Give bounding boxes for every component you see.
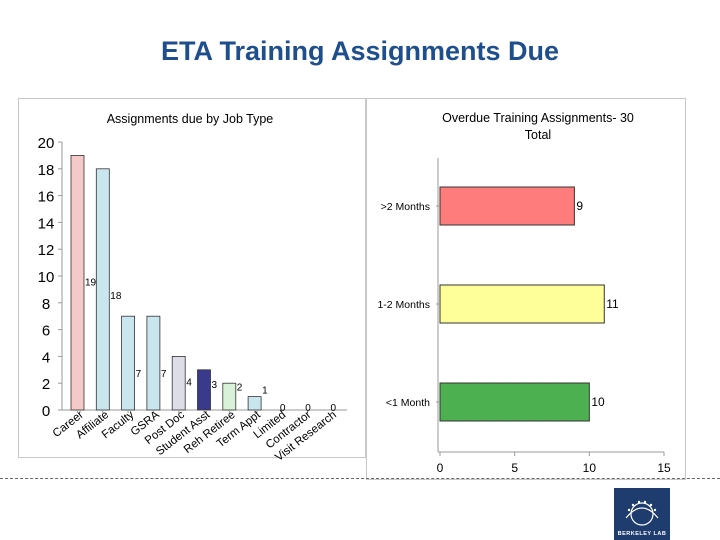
y-tick-label: 14 bbox=[38, 215, 55, 232]
y-tick-label: 12 bbox=[38, 242, 55, 259]
data-label: 9 bbox=[576, 199, 583, 213]
data-label: 7 bbox=[161, 369, 167, 380]
slide-title: ETA Training Assignments Due bbox=[160, 36, 560, 66]
data-label: 0 bbox=[331, 403, 337, 414]
y-tick-label: 6 bbox=[42, 323, 50, 340]
data-label: 3 bbox=[212, 380, 218, 391]
data-label: 10 bbox=[591, 395, 605, 409]
data-label: 2 bbox=[237, 383, 243, 394]
x-tick-label: 10 bbox=[583, 461, 597, 475]
y-tick-label: 2 bbox=[42, 376, 50, 393]
bar--2-months bbox=[439, 186, 575, 226]
category-label: 1-2 Months bbox=[377, 299, 430, 311]
data-label: 0 bbox=[305, 403, 311, 414]
berkeley-lab-logo-icon bbox=[625, 500, 659, 526]
y-tick-label: 16 bbox=[38, 189, 55, 206]
data-label: 19 bbox=[85, 277, 97, 288]
job-type-chart-title: Assignments due by Job Type bbox=[107, 112, 274, 126]
bar-1-2-months bbox=[439, 284, 605, 324]
x-tick-label: 0 bbox=[437, 461, 444, 475]
category-label: >2 Months bbox=[381, 201, 430, 213]
data-label: 1 bbox=[262, 385, 268, 396]
overdue-chart-title: Overdue Training Assignments- 30 bbox=[442, 111, 634, 125]
data-label: 18 bbox=[110, 291, 122, 302]
y-tick-label: 20 bbox=[38, 135, 55, 152]
overdue-chart-title-line-2: Total bbox=[525, 128, 551, 142]
footer-divider bbox=[0, 478, 720, 479]
data-label: 0 bbox=[280, 403, 286, 414]
berkeley-lab-logo: BERKELEY LAB bbox=[614, 488, 670, 540]
y-tick-label: 18 bbox=[38, 162, 55, 179]
data-label: 11 bbox=[606, 297, 619, 311]
bar--1-month bbox=[439, 382, 590, 422]
y-tick-label: 0 bbox=[42, 403, 50, 420]
y-tick-label: 8 bbox=[42, 296, 50, 313]
data-label: 4 bbox=[186, 377, 192, 388]
logo-label: BERKELEY LAB bbox=[617, 531, 667, 537]
y-tick-label: 4 bbox=[42, 349, 50, 366]
x-tick-label: 15 bbox=[657, 461, 671, 475]
category-label: <1 Month bbox=[386, 397, 430, 409]
y-tick-label: 10 bbox=[38, 269, 55, 286]
x-tick-label: 5 bbox=[511, 461, 518, 475]
data-label: 7 bbox=[136, 369, 142, 380]
